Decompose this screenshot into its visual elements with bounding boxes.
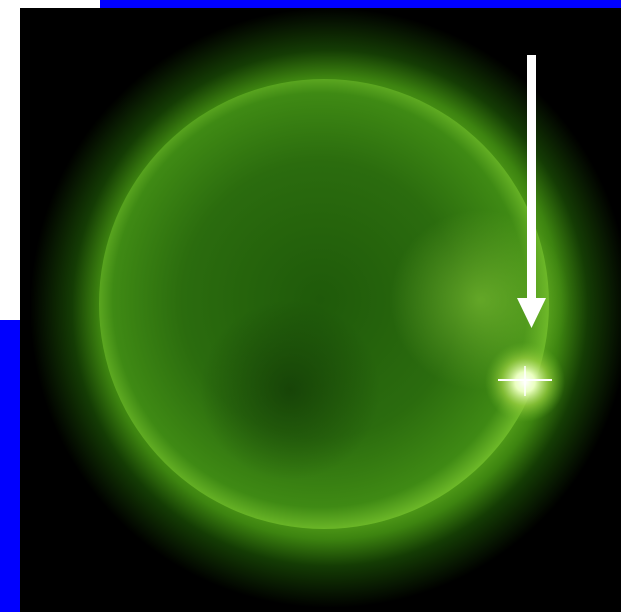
blue-bar-left [0, 320, 20, 612]
arrow-head [517, 298, 546, 328]
arrow-shaft [527, 55, 536, 305]
coronal-hole [200, 300, 380, 480]
blue-bar-top [100, 0, 621, 8]
